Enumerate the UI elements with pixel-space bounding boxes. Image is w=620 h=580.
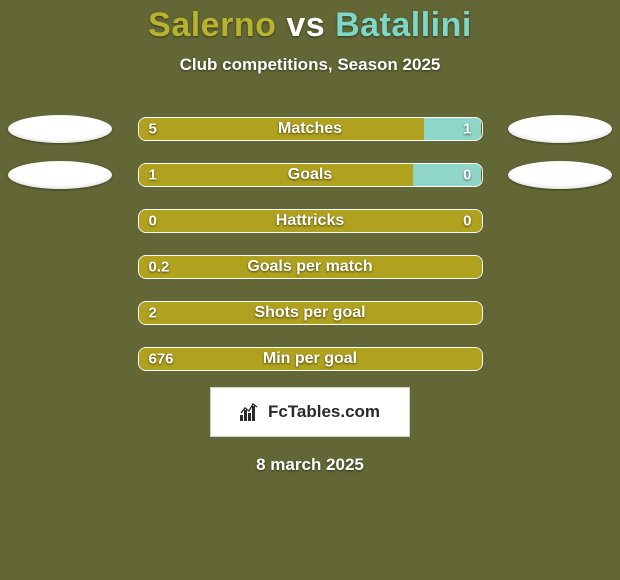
player-badge-left: [8, 115, 112, 143]
stat-value-left: 5: [149, 121, 157, 138]
stat-row: Shots per goal 2: [0, 301, 620, 325]
player-badge-right: [508, 115, 612, 143]
stat-label: Hattricks: [276, 212, 344, 230]
stat-value-right: 1: [463, 121, 471, 138]
stat-bar: Hattricks 0 0: [138, 209, 483, 233]
stat-row: Goals 1 0: [0, 163, 620, 187]
stat-row: Goals per match 0.2: [0, 255, 620, 279]
stat-value-left: 2: [149, 305, 157, 322]
stat-label: Goals per match: [247, 258, 372, 276]
subtitle: Club competitions, Season 2025: [180, 55, 441, 75]
stat-row: Hattricks 0 0: [0, 209, 620, 233]
stat-bar: Shots per goal 2: [138, 301, 483, 325]
title-vs: vs: [286, 6, 325, 44]
stat-value-left: 0.2: [149, 259, 170, 276]
player-badge-right: [508, 161, 612, 189]
footer-brand-card[interactable]: FcTables.com: [210, 387, 410, 437]
content: Salerno vs Batallini Club competitions, …: [0, 0, 620, 580]
fctables-logo-icon: [240, 403, 262, 421]
stat-label: Shots per goal: [254, 304, 365, 322]
stat-label: Goals: [288, 166, 332, 184]
stat-label: Min per goal: [263, 350, 357, 368]
stat-value-left: 0: [149, 213, 157, 230]
stat-bar: Matches 5 1: [138, 117, 483, 141]
stat-value-left: 1: [149, 167, 157, 184]
title-right: Batallini: [335, 6, 472, 44]
stat-row: Min per goal 676: [0, 347, 620, 371]
stat-row: Matches 5 1: [0, 117, 620, 141]
page-title: Salerno vs Batallini: [148, 6, 472, 45]
stat-bar-right-segment: [424, 118, 481, 140]
title-left: Salerno: [148, 6, 276, 44]
stat-bar-left-segment: [139, 164, 413, 186]
stat-value-right: 0: [463, 213, 471, 230]
stat-rows: Matches 5 1 Goals 1 0 Hattricks 0 0 Goals per mat…: [0, 117, 620, 371]
date-text: 8 march 2025: [256, 455, 364, 475]
stat-value-left: 676: [149, 351, 174, 368]
footer-brand-text: FcTables.com: [268, 402, 380, 422]
stat-bar: Goals 1 0: [138, 163, 483, 187]
stat-bar: Min per goal 676: [138, 347, 483, 371]
stat-value-right: 0: [463, 167, 471, 184]
stat-bar: Goals per match 0.2: [138, 255, 483, 279]
stat-label: Matches: [278, 120, 342, 138]
player-badge-left: [8, 161, 112, 189]
